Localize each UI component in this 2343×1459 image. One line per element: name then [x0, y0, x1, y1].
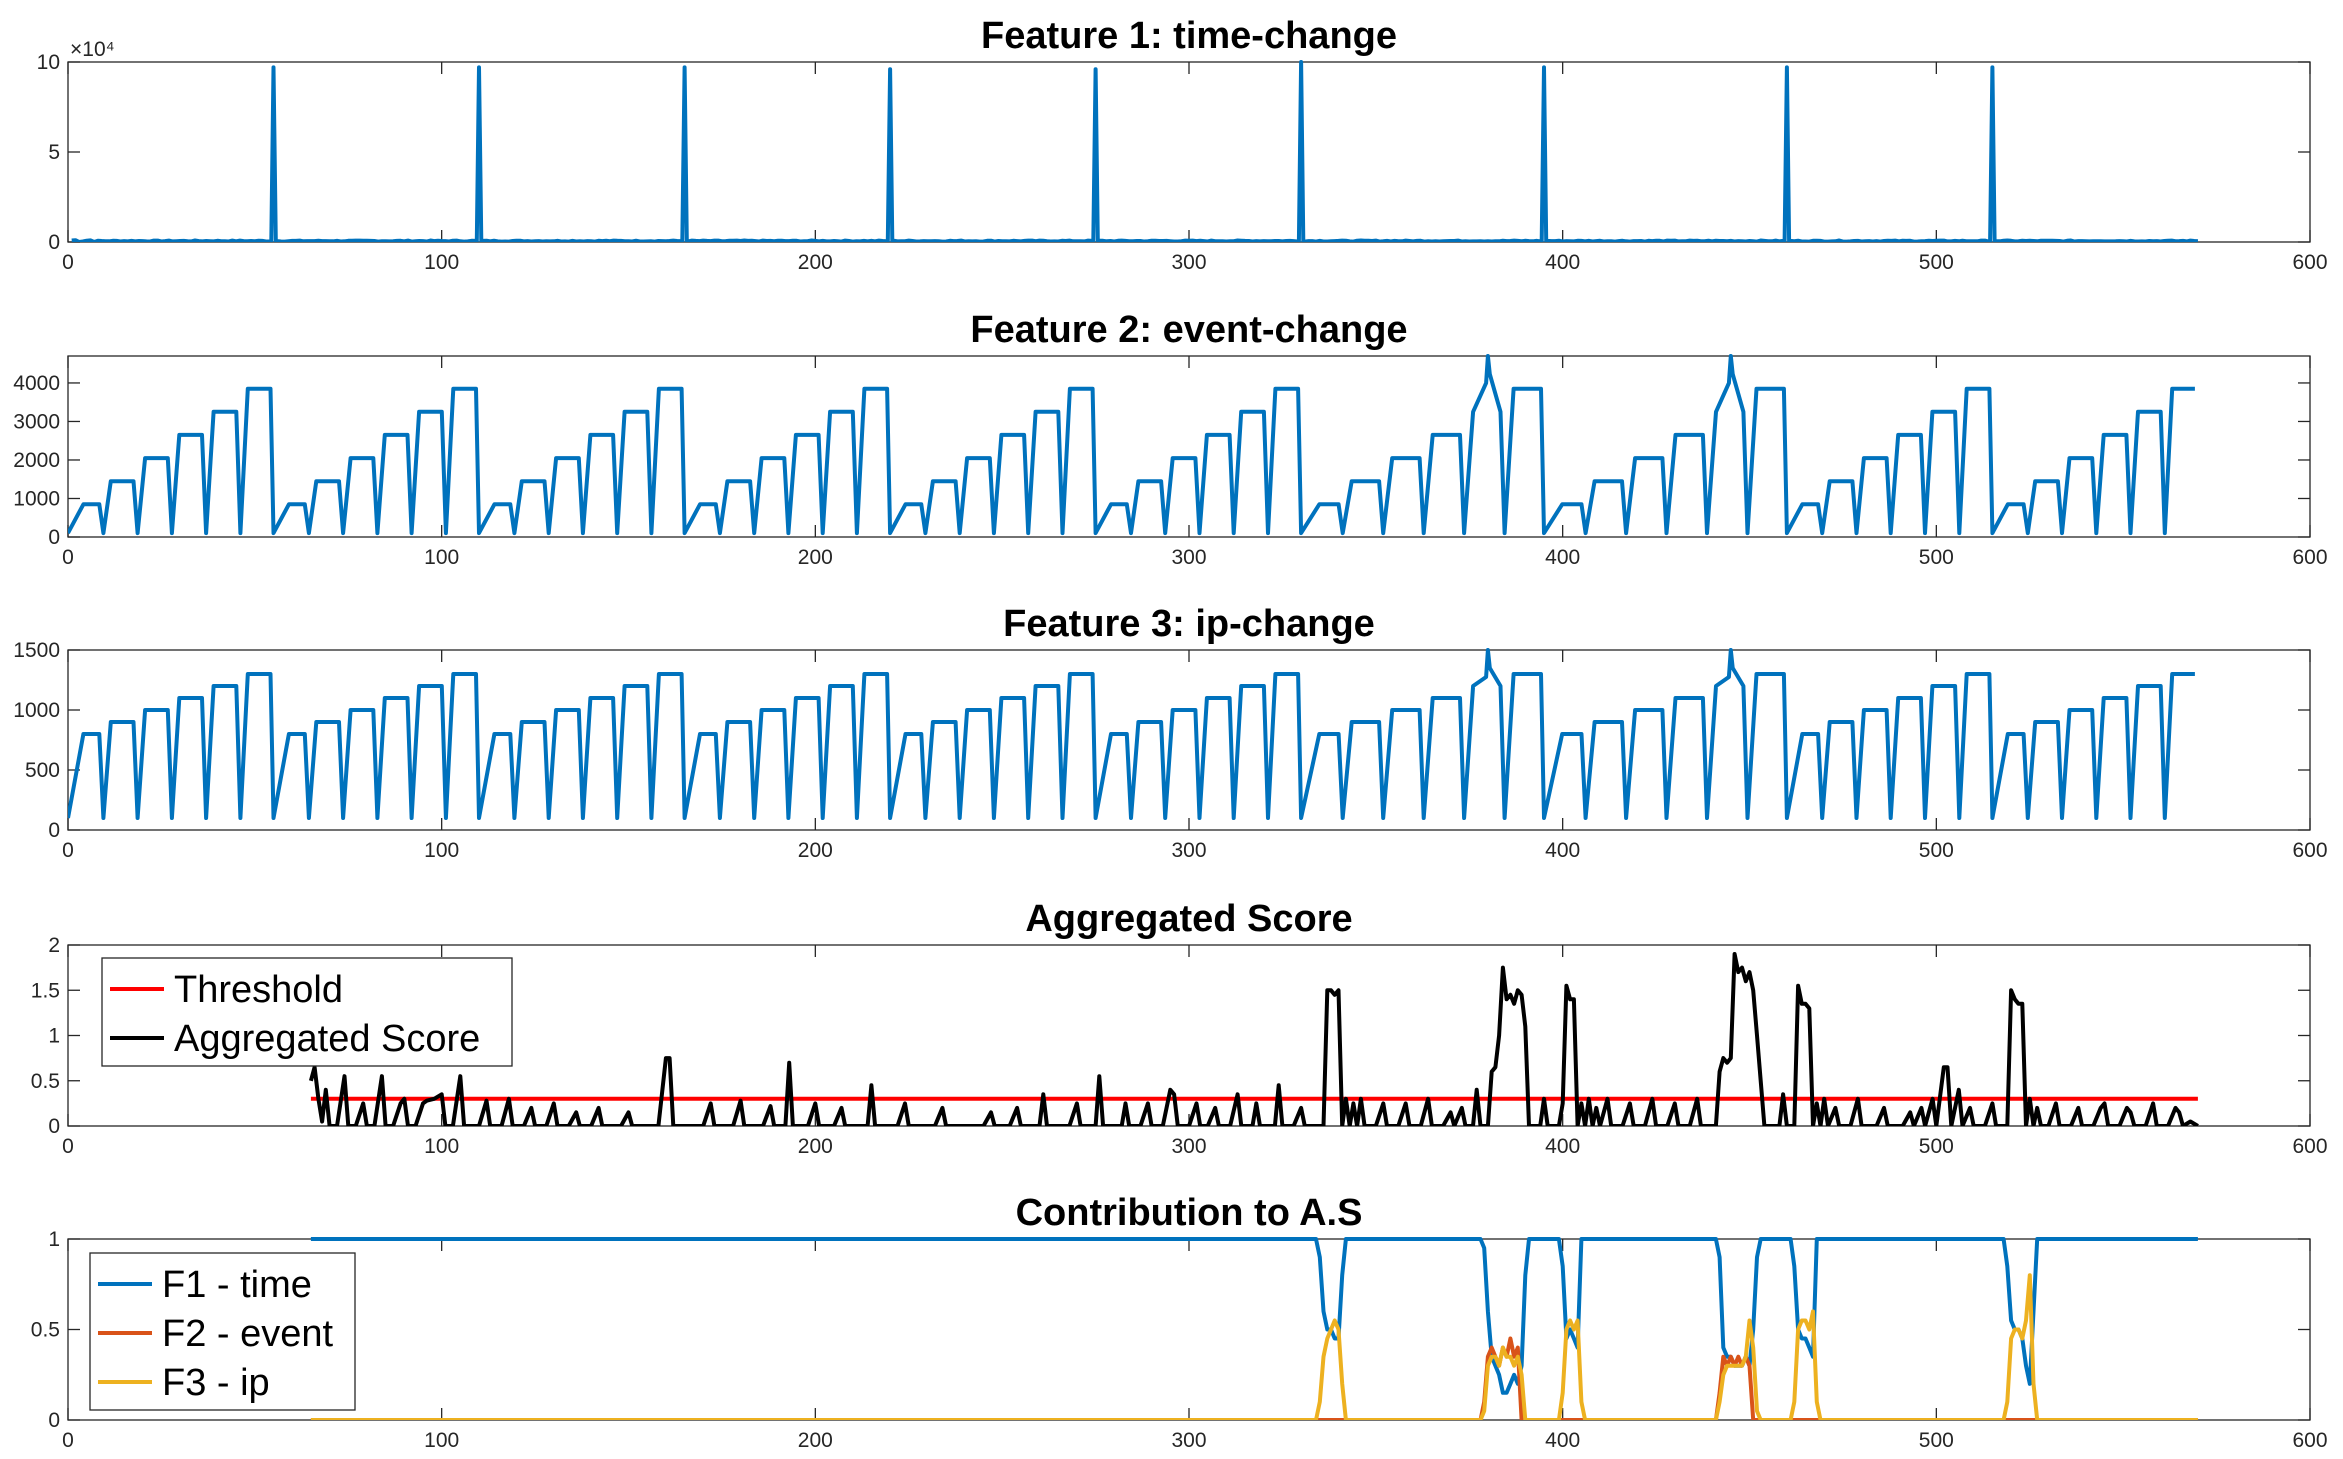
series-line-f1-time: [310, 1237, 2198, 1395]
legend-label: F2 - event: [162, 1313, 334, 1355]
y-exponent-label: ×10⁴: [70, 38, 115, 61]
series-line-f3-ip: [310, 1273, 2198, 1420]
x-tick-label: 500: [1919, 839, 1954, 862]
chart-title: Feature 2: event-change: [970, 309, 1407, 351]
x-tick-label: 500: [1919, 546, 1954, 569]
x-tick-label: 500: [1919, 1135, 1954, 1158]
y-tick-label: 4000: [13, 372, 60, 395]
x-tick-label: 500: [1919, 1429, 1954, 1452]
subplot-2: Feature 2: event-change 0 100 200 300 400 500 6…: [13, 309, 2327, 569]
y-tick-label: 1: [48, 1025, 60, 1048]
y-tick-label: 2000: [13, 449, 60, 472]
x-tick-label: 400: [1545, 1429, 1580, 1452]
chart-title: Feature 1: time-change: [981, 15, 1397, 57]
y-tick-label: 0: [48, 231, 60, 254]
chart-title: Contribution to A.S: [1016, 1192, 1363, 1234]
x-tick-label: 600: [2292, 839, 2327, 862]
y-tick-label: 0: [48, 1115, 60, 1138]
x-tick-label: 100: [424, 546, 459, 569]
x-tick-label: 0: [62, 251, 74, 274]
axes-box: [67, 61, 2311, 243]
x-tick-label: 100: [424, 1429, 459, 1452]
y-tick-label: 0.5: [31, 1070, 60, 1093]
axes-box: [67, 1238, 2311, 1421]
x-tick-label: 200: [798, 1429, 833, 1452]
series-line-aggregated-score: [308, 952, 2199, 1126]
y-tick-label: 1.5: [31, 979, 60, 1002]
x-tick-label: 300: [1171, 1135, 1206, 1158]
y-tick-label: 5: [48, 141, 60, 164]
y-tick-label: 0: [48, 526, 60, 549]
x-tick-label: 200: [798, 251, 833, 274]
legend-label: F1 - time: [162, 1264, 312, 1306]
x-tick-label: 600: [2292, 1429, 2327, 1452]
series-line-1: [68, 354, 2195, 536]
x-tick-label: 200: [798, 546, 833, 569]
y-tick-label: 1: [48, 1228, 60, 1251]
chart-title: Feature 3: ip-change: [1003, 603, 1375, 645]
y-tick-label: 2: [48, 934, 60, 957]
x-tick-label: 0: [62, 1429, 74, 1452]
series-line-1: [68, 648, 2195, 820]
y-tick-label: 0: [48, 819, 60, 842]
x-tick-label: 400: [1545, 1135, 1580, 1158]
y-tick-label: 1000: [13, 699, 60, 722]
legend-box: [101, 957, 513, 1067]
x-tick-label: 100: [424, 251, 459, 274]
subplot-5: Contribution to A.S 0 100 200 300 400 500 600 0 0…: [31, 1192, 2328, 1452]
x-tick-label: 300: [1171, 251, 1206, 274]
axes-box: [67, 355, 2311, 538]
y-tick-label: 3000: [13, 410, 60, 433]
x-tick-label: 400: [1545, 251, 1580, 274]
x-tick-label: 300: [1171, 839, 1206, 862]
y-tick-label: 0: [48, 1409, 60, 1432]
x-tick-label: 400: [1545, 839, 1580, 862]
x-tick-label: 300: [1171, 546, 1206, 569]
x-tick-label: 300: [1171, 1429, 1206, 1452]
y-tick-label: 10: [37, 51, 60, 74]
x-tick-label: 100: [424, 1135, 459, 1158]
x-tick-label: 200: [798, 1135, 833, 1158]
legend-label: Threshold: [174, 969, 343, 1011]
subplot-3: Feature 3: ip-change 0 100 200 300 400 500 600 0…: [13, 603, 2327, 862]
y-tick-label: 1500: [13, 639, 60, 662]
y-tick-label: 1000: [13, 487, 60, 510]
legend-label: Aggregated Score: [174, 1018, 480, 1060]
subplot-4: Aggregated Score 0 100 200 300 400 500 600 0 0.5 1…: [31, 898, 2328, 1158]
x-tick-label: 0: [62, 546, 74, 569]
x-tick-label: 600: [2292, 251, 2327, 274]
y-tick-label: 0.5: [31, 1319, 60, 1342]
x-tick-label: 0: [62, 1135, 74, 1158]
x-tick-label: 600: [2292, 1135, 2327, 1158]
axes-box: [67, 649, 2311, 831]
series-line-1: [71, 60, 2199, 242]
x-tick-label: 600: [2292, 546, 2327, 569]
x-tick-label: 200: [798, 839, 833, 862]
y-tick-label: 500: [25, 759, 60, 782]
chart-title: Aggregated Score: [1025, 898, 1352, 940]
x-tick-label: 100: [424, 839, 459, 862]
x-tick-label: 0: [62, 839, 74, 862]
x-tick-label: 400: [1545, 546, 1580, 569]
legend-label: F3 - ip: [162, 1362, 270, 1404]
x-tick-label: 500: [1919, 251, 1954, 274]
